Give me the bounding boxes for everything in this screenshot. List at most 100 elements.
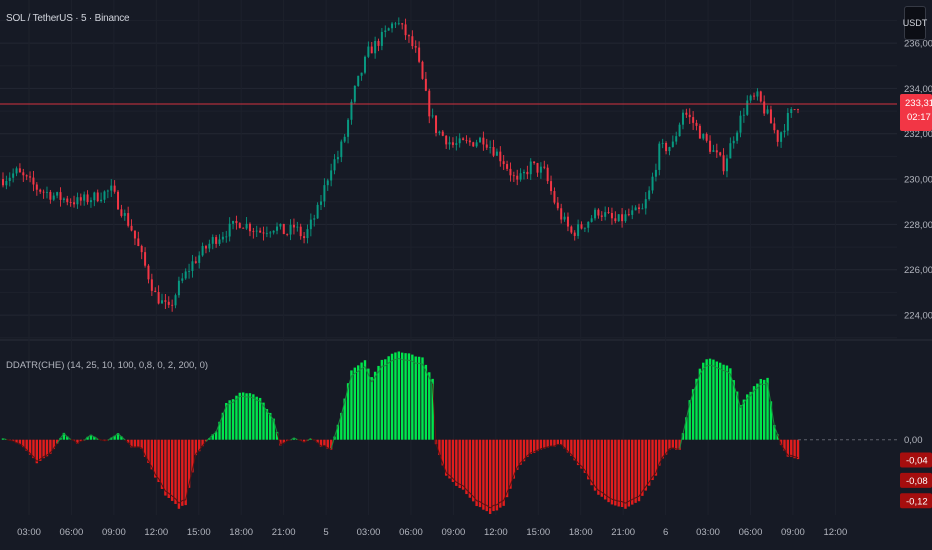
signal-line-segment bbox=[337, 414, 342, 427]
candle-body bbox=[2, 179, 4, 186]
oscillator-bar bbox=[610, 439, 614, 505]
signal-line-segment bbox=[388, 360, 393, 364]
time-axis[interactable]: 03:00 06:00 09:00 12:00 15:00 18:00 21:00 5 03:0… bbox=[17, 527, 847, 538]
oscillator-bar bbox=[187, 439, 191, 488]
signal-line-segment bbox=[713, 365, 718, 369]
candle-body bbox=[225, 236, 228, 238]
signal-line-segment bbox=[205, 437, 210, 442]
oscillator-bar bbox=[35, 439, 39, 464]
price-tick-label: 230,00 bbox=[904, 175, 932, 186]
signal-line-segment bbox=[175, 498, 180, 504]
oscillator-bar bbox=[451, 439, 455, 482]
signal-line-segment bbox=[195, 449, 200, 455]
signal-line-segment bbox=[523, 455, 528, 460]
oscillator-bar bbox=[245, 393, 248, 440]
oscillator-bar bbox=[18, 439, 22, 445]
signal-line-segment bbox=[679, 433, 684, 450]
candle-body bbox=[610, 213, 613, 219]
signal-line-segment bbox=[784, 449, 789, 456]
oscillator-bar bbox=[637, 439, 641, 502]
oscillator-bar bbox=[661, 439, 664, 459]
oscillator-bar bbox=[417, 356, 421, 440]
candle-body bbox=[292, 224, 295, 228]
signal-line-segment bbox=[577, 462, 582, 467]
signal-line-segment bbox=[740, 402, 745, 409]
signal-line-segment bbox=[655, 463, 660, 473]
oscillator-bar bbox=[292, 437, 296, 440]
oscillator-bar bbox=[519, 439, 522, 465]
signal-line-segment bbox=[696, 374, 701, 384]
oscillator-bar bbox=[570, 439, 573, 456]
oscillator-bar bbox=[208, 438, 211, 440]
signal-line-segment bbox=[36, 458, 41, 462]
signal-line-segment bbox=[127, 442, 132, 448]
signal-line-segment bbox=[229, 401, 234, 404]
signal-line-segment bbox=[104, 439, 108, 442]
oscillator-bar bbox=[675, 439, 678, 450]
time-tick-label: 15:00 bbox=[187, 527, 211, 538]
oscillator-bar bbox=[587, 439, 590, 480]
candle-body bbox=[282, 223, 285, 235]
signal-line-segment bbox=[570, 454, 576, 460]
signal-line-segment bbox=[648, 476, 653, 483]
signal-line-segment bbox=[22, 446, 28, 451]
candle-body bbox=[276, 226, 279, 231]
oscillator-bar bbox=[225, 402, 228, 440]
signal-line-segment bbox=[669, 447, 673, 450]
oscillator-bar bbox=[522, 439, 526, 462]
signal-line-segment bbox=[66, 436, 71, 440]
oscillator-bar bbox=[776, 434, 779, 440]
signal-line-segment bbox=[428, 377, 434, 384]
oscillator-bar bbox=[722, 364, 725, 440]
signal-line-segment bbox=[290, 437, 295, 441]
oscillator-bar bbox=[431, 378, 434, 440]
candle-body bbox=[732, 140, 735, 144]
candle-body bbox=[238, 223, 241, 228]
signal-line-segment bbox=[692, 383, 697, 394]
candle-body bbox=[215, 237, 218, 244]
signal-line-segment bbox=[151, 466, 156, 475]
candle-body bbox=[759, 91, 762, 102]
candle-body bbox=[769, 109, 772, 124]
oscillator-bar bbox=[647, 439, 651, 486]
signal-line-segment bbox=[753, 387, 758, 391]
signal-line-segment bbox=[449, 475, 454, 479]
signal-line-segment bbox=[90, 434, 95, 438]
candle-body bbox=[766, 109, 769, 114]
candle-body bbox=[157, 291, 160, 304]
candle-body bbox=[367, 46, 370, 57]
candle-body bbox=[161, 300, 164, 304]
candle-body bbox=[306, 229, 309, 239]
oscillator-bar bbox=[400, 352, 404, 440]
oscillator-bar bbox=[786, 439, 790, 457]
signal-line-segment bbox=[719, 368, 724, 372]
oscillator-bar bbox=[89, 434, 93, 440]
signal-line-segment bbox=[723, 370, 728, 372]
indicator-title[interactable]: DDATR(CHE) (14, 25, 10, 100, 0,8, 0, 2, … bbox=[6, 360, 209, 371]
candle-body bbox=[330, 170, 333, 181]
candle-body bbox=[387, 28, 390, 31]
signal-line-segment bbox=[709, 364, 714, 367]
symbol-title[interactable]: SOL / TetherUS · 5 · Binance bbox=[6, 13, 130, 24]
signal-line-segment bbox=[111, 435, 115, 439]
oscillator-bar bbox=[404, 353, 407, 440]
price-axis[interactable]: 236,00 234,00 232,00 230,00 228,00 226,00 224,… bbox=[904, 39, 932, 322]
candle-body bbox=[333, 159, 336, 171]
price-tick-label: 228,00 bbox=[904, 220, 932, 231]
signal-line-segment bbox=[483, 503, 487, 506]
signal-line-segment bbox=[185, 483, 190, 500]
signal-line-segment bbox=[665, 448, 670, 454]
candle-body bbox=[577, 224, 580, 236]
candle-body bbox=[719, 152, 722, 156]
signal-line-segment bbox=[168, 492, 173, 497]
candle-body bbox=[692, 117, 695, 123]
currency-button[interactable]: USDT bbox=[903, 6, 927, 40]
oscillator-bar bbox=[113, 435, 116, 440]
oscillator-bar bbox=[110, 437, 113, 440]
oscillator-bar bbox=[414, 356, 417, 440]
candle-body bbox=[69, 202, 72, 203]
signal-line-segment bbox=[500, 500, 504, 503]
candle-body bbox=[499, 151, 502, 162]
oscillator-bar bbox=[42, 439, 45, 459]
